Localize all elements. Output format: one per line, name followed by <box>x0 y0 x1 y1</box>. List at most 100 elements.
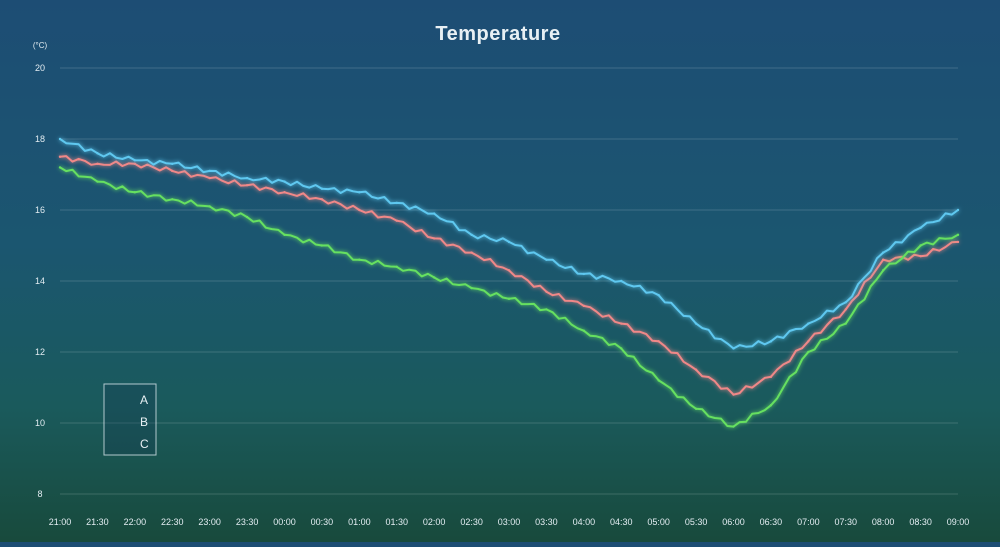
data-point-C <box>844 322 847 325</box>
data-point-B <box>919 226 922 229</box>
data-point-B <box>395 201 398 205</box>
data-point-C <box>395 265 398 268</box>
data-point-A <box>432 237 436 240</box>
y-axis-ticks: 8 10 12 14 16 18 20 <box>35 63 45 499</box>
x-tick-label: 04:30 <box>610 517 633 527</box>
data-point-C <box>582 329 586 332</box>
x-tick-label: 02:00 <box>423 517 446 527</box>
x-tick-label: 00:00 <box>273 517 296 527</box>
data-point-B <box>283 180 286 183</box>
data-point-B <box>881 251 885 254</box>
data-point-A <box>358 208 361 212</box>
x-tick-label: 09:00 <box>947 517 970 527</box>
data-point-A <box>769 375 773 379</box>
data-point-C <box>432 276 436 279</box>
x-tick-label: 02:30 <box>460 517 483 527</box>
data-point-A <box>844 308 847 311</box>
x-tick-label: 00:30 <box>311 517 334 527</box>
data-point-A <box>732 393 735 396</box>
data-point-B <box>245 176 249 180</box>
y-tick-label: 8 <box>37 489 42 499</box>
x-tick-label: 22:00 <box>124 517 147 527</box>
data-point-B <box>320 187 324 190</box>
data-point-C <box>657 379 660 382</box>
data-point-A <box>657 340 660 343</box>
data-point-B <box>58 137 62 141</box>
data-point-B <box>545 258 548 261</box>
series-line-A <box>59 155 959 396</box>
data-point-A <box>807 340 810 343</box>
data-point-C <box>732 425 735 428</box>
legend-label-A: A <box>140 393 148 407</box>
data-point-B <box>507 240 511 244</box>
x-tick-label: 01:30 <box>385 517 408 527</box>
legend-label-C: C <box>140 437 149 451</box>
data-point-A <box>582 304 586 308</box>
x-tick-label: 04:00 <box>573 517 596 527</box>
data-point-B <box>769 340 773 343</box>
data-point-A <box>620 322 623 325</box>
x-tick-label: 22:30 <box>161 517 184 527</box>
y-tick-label: 16 <box>35 205 45 215</box>
x-tick-label: 21:00 <box>49 517 72 527</box>
data-point-B <box>133 159 137 162</box>
data-point-C <box>283 233 286 237</box>
legend: ABC <box>103 383 157 456</box>
data-point-B <box>171 162 174 166</box>
x-tick-label: 08:00 <box>872 517 895 527</box>
x-tick-label: 03:30 <box>535 517 558 527</box>
y-tick-label: 12 <box>35 347 45 357</box>
data-point-A <box>395 219 398 222</box>
y-tick-label: 10 <box>35 418 45 428</box>
chart-title: Temperature <box>435 23 560 45</box>
data-point-B <box>657 294 660 297</box>
data-point-B <box>956 208 960 212</box>
legend-label-B: B <box>140 415 148 429</box>
data-point-A <box>694 368 698 371</box>
data-point-C <box>507 297 511 300</box>
data-point-C <box>171 198 174 201</box>
data-point-C <box>208 205 211 208</box>
data-point-B <box>582 272 586 276</box>
data-point-C <box>881 269 885 272</box>
x-tick-label: 05:30 <box>685 517 708 527</box>
data-point-C <box>769 404 773 407</box>
data-point-C <box>96 180 99 183</box>
x-axis-ticks: 21:00 21:30 22:00 22:30 23:00 23:30 00:00 00:30… <box>49 517 970 527</box>
series-lines <box>58 137 960 428</box>
data-point-A <box>96 162 99 166</box>
x-tick-label: 07:30 <box>834 517 857 527</box>
data-point-A <box>283 191 286 194</box>
data-point-C <box>545 308 548 311</box>
y-axis-unit: (°C) <box>33 41 48 50</box>
data-point-B <box>208 169 211 173</box>
data-point-A <box>320 198 324 201</box>
data-point-B <box>732 347 735 350</box>
data-point-C <box>807 350 810 354</box>
data-point-A <box>919 254 922 258</box>
x-tick-label: 01:00 <box>348 517 371 527</box>
y-tick-label: 20 <box>35 63 45 73</box>
x-tick-label: 05:00 <box>647 517 670 527</box>
data-point-C <box>58 166 62 169</box>
data-point-C <box>919 244 922 247</box>
data-point-C <box>620 347 623 350</box>
data-point-A <box>133 162 137 166</box>
data-point-A <box>208 176 211 180</box>
data-point-C <box>470 286 473 290</box>
x-tick-label: 06:00 <box>722 517 745 527</box>
data-point-A <box>881 258 885 261</box>
data-point-C <box>133 191 137 194</box>
data-point-B <box>620 279 623 283</box>
series-line-B <box>59 138 959 350</box>
data-point-B <box>844 301 847 304</box>
data-point-A <box>956 240 960 244</box>
data-point-B <box>432 212 436 215</box>
y-tick-label: 18 <box>35 134 45 144</box>
data-point-A <box>507 269 511 272</box>
data-point-A <box>470 251 473 254</box>
x-tick-label: 08:30 <box>909 517 932 527</box>
data-point-B <box>470 233 473 237</box>
